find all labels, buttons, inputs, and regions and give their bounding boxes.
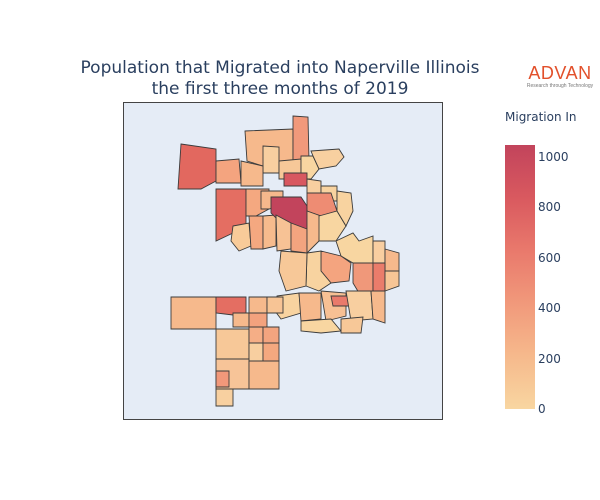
region[interactable]	[372, 262, 386, 292]
colorbar-tick: 1000	[538, 150, 569, 164]
region[interactable]	[370, 290, 386, 324]
region[interactable]	[262, 342, 280, 362]
region[interactable]	[318, 210, 347, 242]
region[interactable]	[292, 115, 310, 162]
colorbar	[505, 145, 535, 409]
colorbar-tick: 400	[538, 301, 561, 315]
region[interactable]	[336, 190, 354, 227]
region[interactable]	[262, 326, 280, 344]
choropleth-map[interactable]	[123, 102, 443, 420]
colorbar-tick: 800	[538, 200, 561, 214]
region[interactable]	[170, 296, 217, 330]
region[interactable]	[230, 222, 252, 252]
region[interactable]	[330, 295, 350, 307]
region[interactable]	[306, 178, 322, 194]
legend-title: Migration In	[505, 110, 577, 124]
region[interactable]	[240, 160, 264, 187]
region[interactable]	[248, 326, 264, 344]
colorbar-tick: 0	[538, 402, 546, 416]
region[interactable]	[248, 312, 268, 328]
region[interactable]	[215, 296, 247, 316]
region[interactable]	[248, 360, 280, 390]
region[interactable]	[384, 248, 400, 272]
region[interactable]	[215, 370, 230, 388]
region[interactable]	[248, 215, 264, 250]
colorbar-tick: 200	[538, 352, 561, 366]
region[interactable]	[298, 292, 322, 322]
region[interactable]	[248, 296, 268, 314]
region[interactable]	[340, 316, 364, 334]
region[interactable]	[266, 296, 284, 314]
colorbar-tick: 600	[538, 251, 561, 265]
region[interactable]	[352, 262, 374, 294]
map-regions[interactable]	[124, 103, 442, 419]
region[interactable]	[215, 158, 242, 184]
chart-title: Population that Migrated into Naperville…	[60, 58, 500, 100]
advan-logo: ADVAN Research through Technology	[525, 63, 595, 89]
title-line-2: the first three months of 2019	[151, 79, 409, 99]
region[interactable]	[215, 328, 250, 360]
region[interactable]	[372, 240, 386, 264]
region[interactable]	[384, 270, 400, 292]
region[interactable]	[300, 318, 342, 334]
region[interactable]	[248, 342, 264, 362]
logo-brand: ADVAN	[528, 63, 592, 83]
logo-tagline: Research through Technology	[526, 83, 594, 89]
region[interactable]	[278, 250, 308, 292]
region[interactable]	[345, 290, 374, 322]
region[interactable]	[177, 143, 217, 190]
region[interactable]	[262, 145, 280, 174]
region[interactable]	[310, 148, 345, 170]
region[interactable]	[262, 214, 277, 250]
region[interactable]	[232, 312, 250, 328]
region[interactable]	[215, 388, 234, 407]
title-line-1: Population that Migrated into Naperville…	[80, 58, 480, 78]
region[interactable]	[283, 172, 308, 187]
